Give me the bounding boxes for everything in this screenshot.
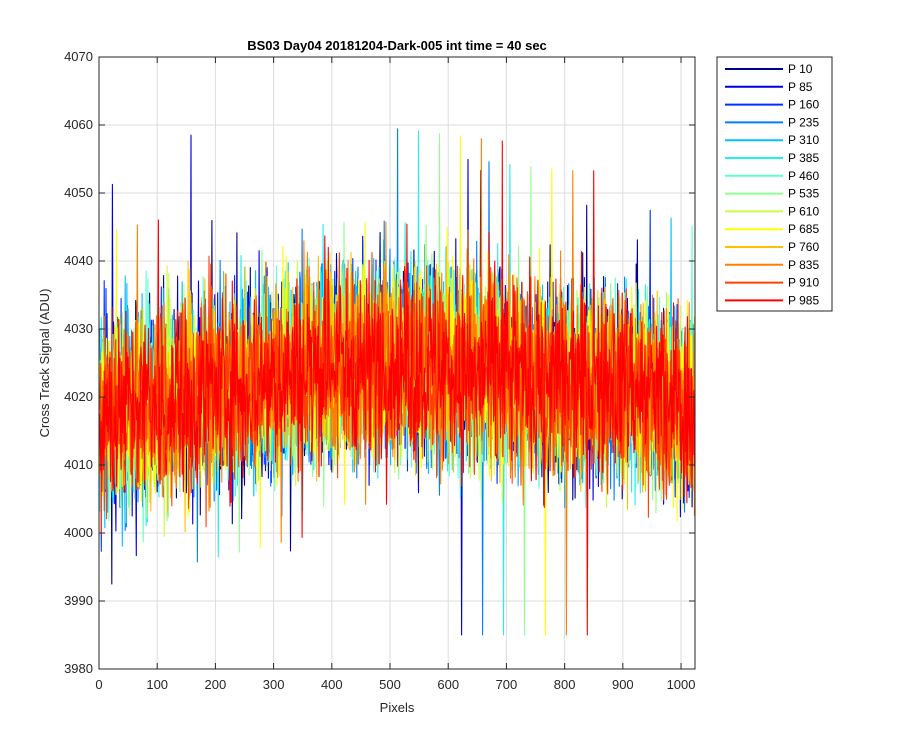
- x-tick-label: 800: [554, 677, 576, 692]
- y-axis-label: Cross Track Signal (ADU): [37, 289, 52, 438]
- x-tick-label: 500: [379, 677, 401, 692]
- x-tick-label: 900: [612, 677, 634, 692]
- y-tick-label: 3990: [64, 593, 93, 608]
- x-tick-label: 400: [321, 677, 343, 692]
- series-line-p985: [98, 140, 696, 636]
- legend-entry: P 985: [788, 293, 819, 307]
- legend-entry: P 385: [788, 151, 819, 165]
- y-tick-label: 4070: [64, 49, 93, 64]
- y-tick-label: 4020: [64, 389, 93, 404]
- x-tick-label: 700: [496, 677, 518, 692]
- legend-entry: P 910: [788, 276, 819, 290]
- y-tick-label: 4010: [64, 457, 93, 472]
- x-tick-label: 300: [263, 677, 285, 692]
- series-layer: [98, 128, 696, 636]
- y-tick-label: 4040: [64, 253, 93, 268]
- x-tick-label: 200: [205, 677, 227, 692]
- y-tick-label: 4060: [64, 117, 93, 132]
- x-axis-label: Pixels: [380, 700, 415, 715]
- x-tick-label: 600: [437, 677, 459, 692]
- legend-box: [716, 56, 833, 312]
- legend-entry: P 160: [788, 98, 819, 112]
- chart-title: BS03 Day04 20181204-Dark-005 int time = …: [247, 38, 547, 53]
- legend-entry: P 835: [788, 258, 819, 272]
- legend: P 10 P 85 P 160 P 235 P 310 P 385 P 460 P 535 P …: [716, 56, 833, 312]
- legend-entry: P 10: [788, 62, 813, 76]
- y-tick-label: 4000: [64, 525, 93, 540]
- x-tick-label: 100: [146, 677, 168, 692]
- legend-entry: P 310: [788, 133, 819, 147]
- legend-entry: P 760: [788, 240, 819, 254]
- y-tick-label: 4050: [64, 185, 93, 200]
- legend-entry: P 685: [788, 222, 819, 236]
- legend-entry: P 235: [788, 115, 819, 129]
- x-tick-label: 1000: [667, 677, 696, 692]
- x-tick-label: 0: [95, 677, 102, 692]
- legend-entry: P 85: [788, 80, 813, 94]
- legend-entry: P 535: [788, 187, 819, 201]
- y-tick-label: 4030: [64, 321, 93, 336]
- legend-entry: P 610: [788, 204, 819, 218]
- plot-frame: [98, 56, 696, 670]
- y-tick-label: 3980: [64, 661, 93, 676]
- legend-entry: P 460: [788, 169, 819, 183]
- ticks: 0 100 200 300 400 500 600 700 800 900 1000 3980 3990…: [64, 49, 695, 692]
